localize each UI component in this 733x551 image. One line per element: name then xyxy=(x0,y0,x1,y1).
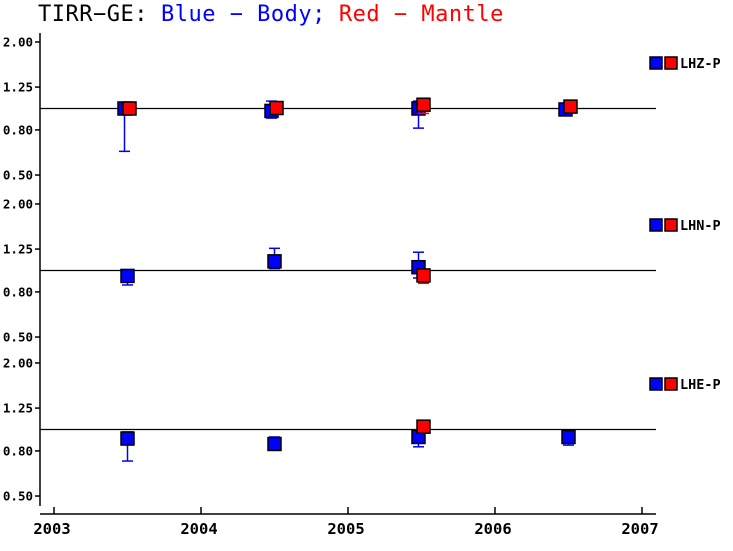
data-point-mantle xyxy=(416,97,431,112)
data-point-mantle xyxy=(416,419,431,434)
x-tick-label: 2005 xyxy=(327,520,364,538)
y-tick-label: 0.80 xyxy=(3,284,33,299)
title-mantle-label: Red − Mantle xyxy=(338,2,504,27)
x-tick-label: 2007 xyxy=(621,520,658,538)
panel-LHN-P: 2.00 1.25 0.80 0.50 LHN-P xyxy=(3,196,721,344)
y-tick-label: 0.50 xyxy=(3,330,33,345)
x-tick-label: 2004 xyxy=(180,520,217,538)
data-point-body xyxy=(267,436,282,452)
data-point-body xyxy=(120,268,135,284)
legend-mantle-swatch xyxy=(664,56,678,70)
data-point-mantle xyxy=(563,99,578,114)
legend-label: LHN-P xyxy=(680,218,721,234)
legend-label: LHZ-P xyxy=(680,56,721,72)
data-point-mantle xyxy=(269,100,284,116)
title-station-label: TIRR−GE: xyxy=(38,2,148,27)
chart-title: TIRR−GE: Blue − Body; Red − Mantle xyxy=(38,2,504,27)
legend-mantle-swatch xyxy=(664,377,678,391)
legend-mantle-swatch xyxy=(664,218,678,232)
legend-LHN-P: LHN-P xyxy=(649,218,721,234)
panel-LHE-P: 2.00 1.25 0.80 0.50 LHE-P xyxy=(3,355,721,503)
x-tick-label: 2006 xyxy=(474,520,511,538)
legend-LHE-P: LHE-P xyxy=(649,377,721,393)
y-tick-label: 0.80 xyxy=(3,443,33,458)
title-body-label: Blue − Body; xyxy=(160,2,326,27)
data-point-mantle xyxy=(416,268,431,283)
y-tick-label: 2.00 xyxy=(3,34,33,49)
y-tick-label: 0.50 xyxy=(3,168,33,183)
y-tick-label: 1.25 xyxy=(3,401,33,416)
y-tick-label: 2.00 xyxy=(3,355,33,370)
x-tick-label: 2003 xyxy=(33,520,70,538)
legend-label: LHE-P xyxy=(680,377,721,393)
y-tick-label: 0.50 xyxy=(3,489,33,504)
y-tick-label: 0.80 xyxy=(3,122,33,137)
x-axis: 2003 2004 2005 2006 2007 xyxy=(33,507,659,538)
y-tick-label: 1.25 xyxy=(3,242,33,257)
data-point-body xyxy=(267,254,282,269)
data-point-body xyxy=(561,429,576,445)
legend-body-swatch xyxy=(649,377,663,391)
legend-body-swatch xyxy=(649,218,663,232)
data-point-mantle xyxy=(122,101,137,116)
y-tick-label: 1.25 xyxy=(3,80,33,95)
data-point-body xyxy=(120,431,135,446)
panel-LHZ-P: 2.00 1.25 0.80 0.50 LHZ-P xyxy=(3,34,721,182)
legend-body-swatch xyxy=(649,56,663,70)
legend-LHZ-P: LHZ-P xyxy=(649,56,721,72)
y-tick-label: 2.00 xyxy=(3,196,33,211)
